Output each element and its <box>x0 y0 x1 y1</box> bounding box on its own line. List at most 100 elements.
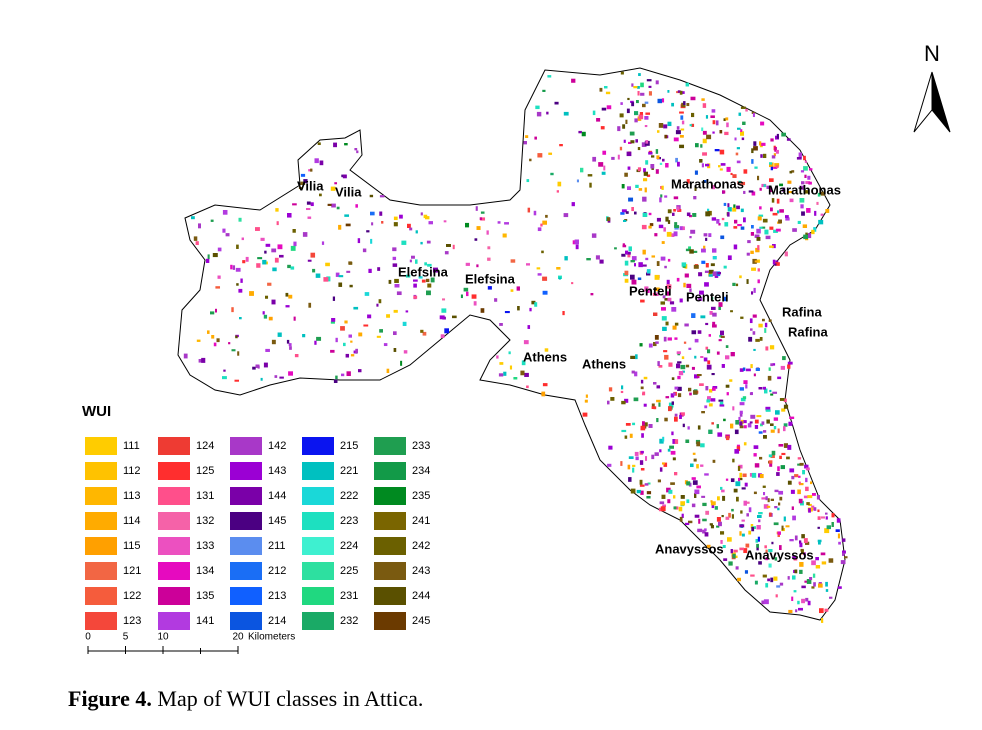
wui-patch <box>533 210 537 216</box>
wui-patch <box>358 369 362 373</box>
wui-patch <box>690 96 696 101</box>
wui-patch <box>672 325 677 330</box>
wui-patch <box>818 219 824 225</box>
wui-patch <box>222 210 228 215</box>
wui-patch <box>643 403 647 407</box>
wui-patch <box>751 159 754 164</box>
legend-swatch <box>374 537 406 555</box>
wui-patch <box>598 162 604 167</box>
wui-patch <box>754 580 758 585</box>
wui-patch <box>781 408 786 412</box>
place-label: Rafina <box>782 304 823 319</box>
wui-patch <box>420 241 423 245</box>
wui-patch <box>736 160 741 164</box>
wui-patch <box>730 478 735 483</box>
wui-patch <box>716 525 720 528</box>
wui-patch <box>677 393 682 398</box>
legend-code: 124 <box>196 440 214 452</box>
wui-patch <box>686 212 691 217</box>
wui-patch <box>669 301 675 305</box>
wui-patch <box>778 444 784 447</box>
legend-code: 245 <box>412 615 430 627</box>
wui-patch <box>640 299 645 303</box>
wui-patch <box>799 569 803 574</box>
wui-patch <box>778 490 784 495</box>
wui-patch <box>754 260 759 263</box>
wui-patch <box>344 214 350 217</box>
north-arrow <box>931 71 951 133</box>
wui-patch <box>672 439 676 444</box>
wui-patch <box>362 248 367 253</box>
wui-patch <box>682 370 685 373</box>
wui-patch <box>781 452 786 456</box>
legend-swatch <box>158 512 190 530</box>
wui-patch <box>386 368 390 374</box>
wui-patch <box>714 275 719 278</box>
wui-patch <box>700 315 706 319</box>
wui-patch <box>314 340 317 345</box>
wui-patch <box>642 393 645 396</box>
legend-code: 143 <box>268 465 286 477</box>
wui-patch <box>644 483 649 486</box>
wui-patch <box>712 459 716 463</box>
wui-patch <box>727 203 730 208</box>
wui-patch <box>620 212 625 215</box>
wui-patch <box>777 376 782 380</box>
wui-patch <box>789 539 794 542</box>
legend-code: 235 <box>412 490 430 502</box>
wui-patch <box>742 121 746 125</box>
wui-patch <box>753 146 758 151</box>
wui-patch <box>668 406 672 412</box>
wui-patch <box>765 409 771 412</box>
wui-patch <box>825 589 829 592</box>
wui-patch <box>550 172 554 176</box>
wui-patch <box>631 370 635 374</box>
wui-patch <box>711 185 716 190</box>
wui-patch <box>741 181 746 186</box>
wui-patch <box>684 323 689 327</box>
wui-patch <box>685 364 690 368</box>
wui-patch <box>697 296 703 302</box>
wui-patch <box>792 555 797 559</box>
wui-patch <box>413 295 418 299</box>
wui-patch <box>770 498 775 501</box>
wui-patch <box>722 296 728 302</box>
wui-patch <box>748 190 754 193</box>
wui-patch <box>763 153 767 159</box>
wui-patch <box>755 368 760 371</box>
wui-patch <box>527 325 531 329</box>
wui-patch <box>808 508 811 513</box>
wui-patch <box>671 401 674 405</box>
wui-patch <box>694 489 700 495</box>
wui-patch <box>671 307 677 312</box>
wui-patch <box>331 318 336 322</box>
wui-patch <box>763 599 769 605</box>
wui-patch <box>731 508 734 512</box>
wui-patch <box>640 386 644 390</box>
wui-patch <box>496 355 499 359</box>
wui-patch <box>620 102 623 105</box>
wui-patch <box>778 219 782 224</box>
wui-patch <box>804 464 809 469</box>
wui-patch <box>660 186 663 189</box>
wui-patch <box>708 274 713 277</box>
wui-patch <box>741 533 745 537</box>
legend-swatch <box>230 537 262 555</box>
legend-code: 112 <box>123 465 141 477</box>
wui-patch <box>670 482 675 485</box>
wui-patch <box>757 268 760 272</box>
wui-patch <box>783 516 786 522</box>
wui-patch <box>779 582 784 586</box>
wui-patch <box>647 482 651 485</box>
scale-tick-label: 0 <box>85 632 91 643</box>
wui-patch <box>820 191 826 196</box>
wui-patch <box>653 312 658 317</box>
wui-patch <box>668 362 673 367</box>
wui-patch <box>683 341 687 344</box>
wui-patch <box>659 449 662 453</box>
wui-patch <box>675 157 678 163</box>
wui-patch <box>600 126 605 130</box>
wui-patch <box>740 226 745 230</box>
wui-patch <box>798 481 801 485</box>
wui-patch <box>619 113 624 118</box>
